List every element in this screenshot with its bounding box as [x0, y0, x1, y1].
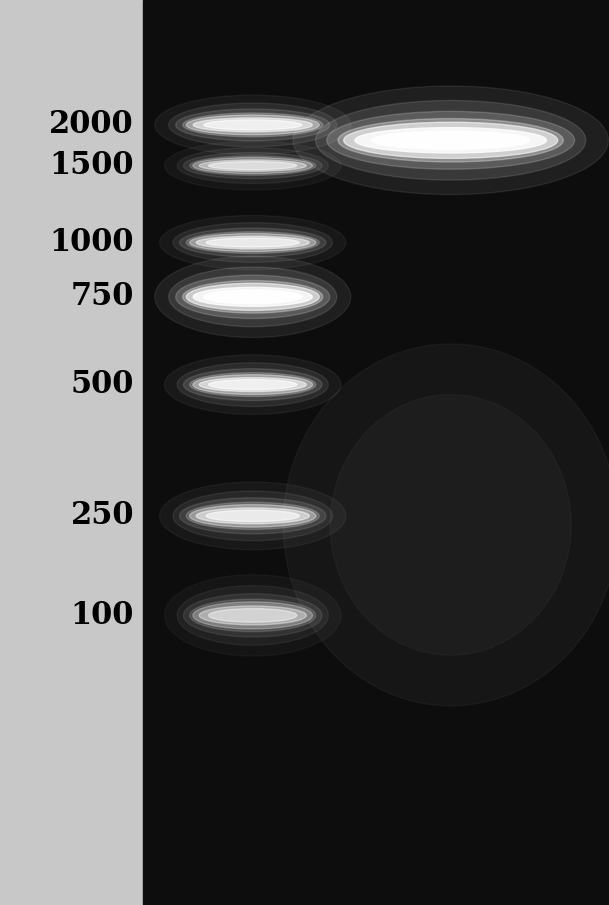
Ellipse shape — [209, 609, 297, 623]
Ellipse shape — [177, 148, 328, 184]
Text: 100: 100 — [71, 600, 134, 631]
Ellipse shape — [186, 115, 319, 135]
Ellipse shape — [315, 100, 586, 180]
Ellipse shape — [196, 236, 309, 249]
Ellipse shape — [169, 103, 337, 147]
Ellipse shape — [199, 377, 306, 392]
Ellipse shape — [177, 586, 328, 645]
Ellipse shape — [193, 118, 312, 132]
Ellipse shape — [193, 288, 312, 307]
Ellipse shape — [355, 128, 546, 153]
Ellipse shape — [173, 223, 333, 262]
Ellipse shape — [196, 508, 309, 524]
Text: 1500: 1500 — [49, 150, 134, 181]
Bar — [143, 0, 609, 905]
Ellipse shape — [183, 281, 323, 313]
Ellipse shape — [209, 162, 297, 170]
Ellipse shape — [199, 160, 306, 171]
Ellipse shape — [199, 606, 306, 625]
Ellipse shape — [186, 283, 319, 310]
Ellipse shape — [186, 232, 319, 253]
Ellipse shape — [293, 86, 608, 195]
Ellipse shape — [183, 594, 322, 637]
Text: 250: 250 — [71, 500, 134, 531]
Text: 750: 750 — [71, 281, 134, 312]
Ellipse shape — [180, 228, 326, 257]
Text: 500: 500 — [71, 369, 134, 400]
Ellipse shape — [183, 113, 323, 137]
Ellipse shape — [338, 119, 563, 162]
Ellipse shape — [175, 109, 330, 141]
Ellipse shape — [189, 233, 316, 252]
Ellipse shape — [180, 498, 326, 534]
Ellipse shape — [203, 291, 302, 304]
Ellipse shape — [175, 275, 330, 319]
Bar — [0, 0, 143, 905]
Ellipse shape — [173, 491, 333, 540]
Ellipse shape — [206, 238, 299, 247]
Ellipse shape — [193, 157, 312, 174]
Ellipse shape — [206, 510, 299, 521]
Ellipse shape — [183, 368, 322, 401]
Text: 2000: 2000 — [49, 110, 134, 140]
Ellipse shape — [183, 153, 322, 178]
Ellipse shape — [203, 119, 302, 129]
Ellipse shape — [177, 363, 328, 406]
Ellipse shape — [371, 131, 529, 149]
Ellipse shape — [326, 111, 575, 169]
Ellipse shape — [189, 373, 315, 396]
Ellipse shape — [155, 256, 351, 338]
Ellipse shape — [155, 95, 351, 155]
Ellipse shape — [164, 355, 341, 414]
Ellipse shape — [209, 380, 297, 389]
Ellipse shape — [343, 122, 558, 158]
Ellipse shape — [193, 602, 312, 629]
Ellipse shape — [189, 504, 316, 527]
Ellipse shape — [186, 502, 319, 529]
Text: 1000: 1000 — [49, 227, 134, 258]
Ellipse shape — [189, 599, 315, 632]
Ellipse shape — [193, 375, 312, 395]
Ellipse shape — [169, 267, 337, 327]
Ellipse shape — [189, 156, 315, 176]
